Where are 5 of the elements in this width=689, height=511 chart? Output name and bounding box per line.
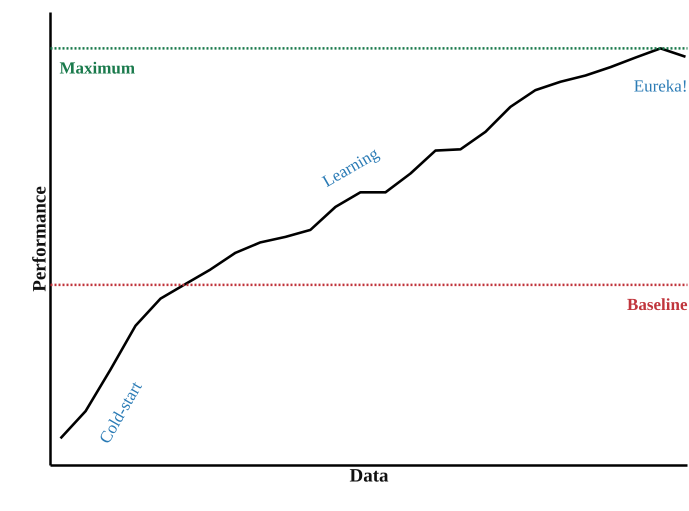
x-axis-title: Data [349, 466, 390, 486]
ref-line-label: Maximum [60, 58, 136, 78]
ref-line-label: Baseline [627, 294, 688, 314]
annotation: Eureka! [634, 76, 688, 96]
y-axis-title: Performance [30, 186, 50, 292]
